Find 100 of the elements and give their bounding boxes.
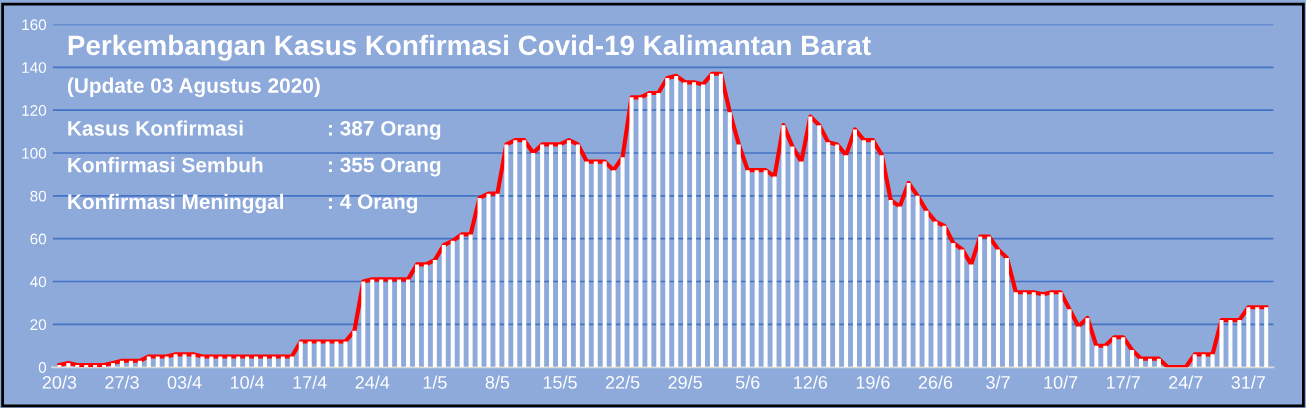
bar <box>1264 307 1269 368</box>
bar <box>155 356 160 368</box>
bar <box>1246 307 1251 368</box>
text: Kasus Konfirmasi : 387 Orang <box>68 120 441 140</box>
bar <box>736 144 741 368</box>
bar <box>191 354 196 368</box>
bar <box>379 279 384 368</box>
bar <box>888 200 893 368</box>
bar <box>549 144 554 368</box>
bar <box>745 170 750 368</box>
bar <box>790 146 795 368</box>
bar <box>772 176 777 368</box>
bar <box>477 197 482 368</box>
bar <box>996 249 1001 368</box>
bar <box>692 82 697 368</box>
bar <box>879 155 884 368</box>
bar <box>647 93 652 368</box>
bar <box>799 161 804 368</box>
bar <box>495 193 500 368</box>
chart-title: Perkembangan Kasus Konfirmasi Covid-19 Kalimantan Barat <box>68 34 871 61</box>
bar <box>1085 317 1090 368</box>
bar <box>441 245 446 368</box>
bar <box>397 279 402 368</box>
y-tick-label: 20 <box>30 319 47 331</box>
bar <box>557 144 562 368</box>
bar <box>924 210 929 368</box>
bar <box>209 356 214 368</box>
bar <box>227 356 232 368</box>
text: (Update 03 Agustus 2020) <box>67 77 320 98</box>
bar <box>1219 320 1224 368</box>
bar <box>173 354 178 368</box>
bar <box>352 330 357 368</box>
bar <box>406 279 411 368</box>
bar <box>137 360 142 368</box>
bar <box>951 242 956 368</box>
bar <box>414 264 419 368</box>
bar <box>111 362 116 368</box>
x-tick-label: 24/4 <box>355 375 390 389</box>
x-tick-label: 26/6 <box>918 375 953 389</box>
bar <box>727 112 732 368</box>
bar <box>665 78 670 368</box>
x-tick-label: 10/4 <box>230 375 265 389</box>
bar <box>298 341 303 368</box>
bar <box>307 341 312 368</box>
bar <box>1022 292 1027 368</box>
bar <box>611 170 616 368</box>
bar <box>468 234 473 368</box>
bar <box>289 356 294 368</box>
bar <box>835 144 840 368</box>
bar <box>763 170 768 368</box>
bar <box>656 93 661 368</box>
bar <box>826 142 831 368</box>
bar <box>1076 326 1081 368</box>
bar <box>334 341 339 368</box>
bar <box>897 206 902 368</box>
bar <box>754 170 759 368</box>
x-tick-label: 3/7 <box>986 375 1010 389</box>
bar <box>531 153 536 368</box>
bar <box>218 356 223 368</box>
bar <box>1094 345 1099 368</box>
bar <box>423 264 428 368</box>
bar <box>1139 358 1144 368</box>
x-tick-label: 29/5 <box>668 375 702 389</box>
bar <box>200 356 205 368</box>
bar <box>906 182 911 368</box>
bar <box>280 356 285 368</box>
x-tick-label: 22/5 <box>605 375 640 389</box>
bar <box>262 356 268 368</box>
bar <box>128 360 133 368</box>
bar <box>852 129 857 368</box>
y-tick-label: 40 <box>30 276 47 288</box>
bar <box>254 356 259 368</box>
bar <box>701 84 706 368</box>
y-tick-label: 100 <box>22 147 47 159</box>
x-tick-label: 20/3 <box>42 375 77 389</box>
bar <box>674 75 679 368</box>
bar <box>1255 307 1260 368</box>
bar <box>540 144 545 368</box>
bar <box>915 195 920 368</box>
x-tick-label: 24/7 <box>1169 375 1203 389</box>
bar <box>817 125 822 368</box>
bar <box>1201 354 1206 368</box>
bar <box>1130 350 1135 368</box>
bar <box>513 140 518 368</box>
bar <box>1210 354 1215 368</box>
bar <box>933 221 938 368</box>
bar <box>388 279 393 368</box>
bar <box>1192 354 1197 368</box>
x-tick-label: 1/5 <box>423 375 447 389</box>
bar <box>325 341 330 368</box>
x-tick-label: 19/6 <box>856 375 890 389</box>
bar <box>781 125 786 368</box>
bar <box>1147 358 1152 368</box>
bar <box>566 140 571 368</box>
bar <box>683 82 688 368</box>
bar <box>1103 345 1108 368</box>
y-tick-label: 0 <box>38 362 47 373</box>
bar <box>620 157 625 368</box>
bar <box>450 240 455 368</box>
bar <box>119 360 124 368</box>
